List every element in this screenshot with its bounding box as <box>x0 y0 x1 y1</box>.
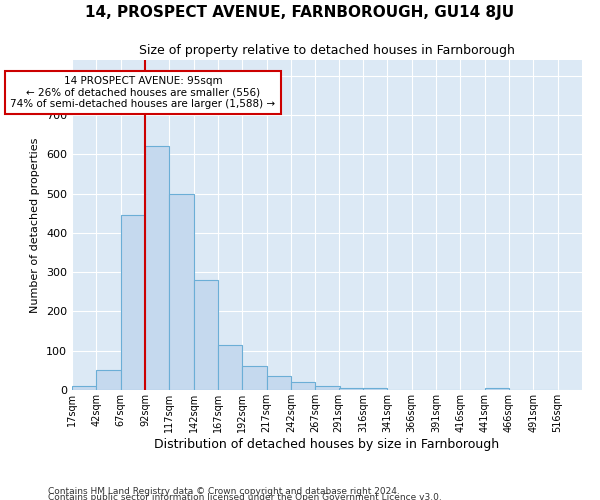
Bar <box>316 386 340 390</box>
X-axis label: Distribution of detached houses by size in Farnborough: Distribution of detached houses by size … <box>154 438 500 450</box>
Bar <box>97 370 121 390</box>
Bar <box>169 194 194 390</box>
Bar <box>242 366 266 390</box>
Text: 14 PROSPECT AVENUE: 95sqm
← 26% of detached houses are smaller (556)
74% of semi: 14 PROSPECT AVENUE: 95sqm ← 26% of detac… <box>10 76 275 109</box>
Bar <box>121 215 145 390</box>
Bar <box>338 388 363 390</box>
Bar <box>266 376 291 390</box>
Bar <box>194 280 218 390</box>
Title: Size of property relative to detached houses in Farnborough: Size of property relative to detached ho… <box>139 44 515 58</box>
Y-axis label: Number of detached properties: Number of detached properties <box>31 138 40 312</box>
Bar <box>218 345 242 390</box>
Bar <box>363 388 388 390</box>
Text: 14, PROSPECT AVENUE, FARNBOROUGH, GU14 8JU: 14, PROSPECT AVENUE, FARNBOROUGH, GU14 8… <box>85 5 515 20</box>
Bar <box>145 146 169 390</box>
Bar <box>291 382 316 390</box>
Text: Contains public sector information licensed under the Open Government Licence v3: Contains public sector information licen… <box>48 492 442 500</box>
Text: Contains HM Land Registry data © Crown copyright and database right 2024.: Contains HM Land Registry data © Crown c… <box>48 486 400 496</box>
Bar <box>485 388 509 390</box>
Bar <box>72 386 97 390</box>
